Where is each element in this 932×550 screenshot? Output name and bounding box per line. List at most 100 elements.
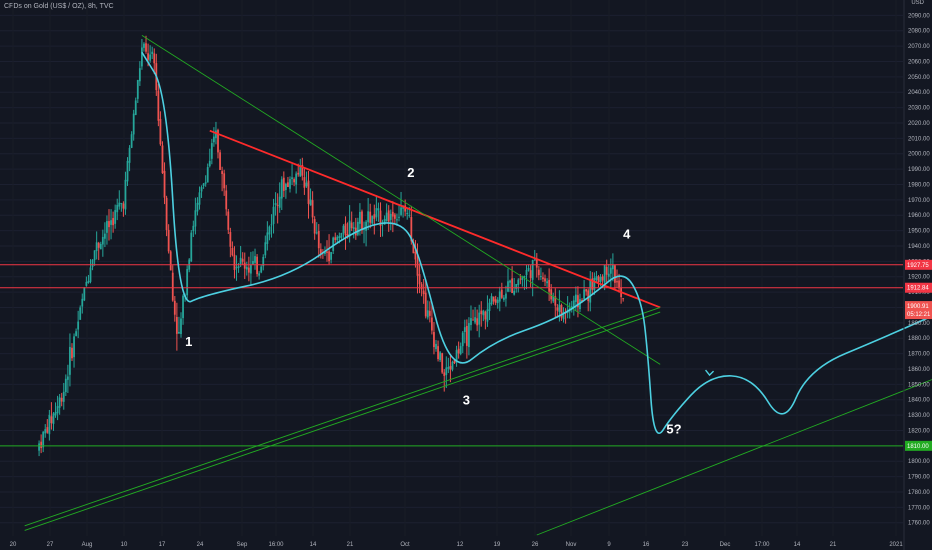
y-tick-label: 1950.00 <box>908 229 930 235</box>
candle-body <box>416 259 419 276</box>
candle-body <box>163 170 166 198</box>
candle-body <box>58 397 61 408</box>
candle-body <box>445 367 448 376</box>
candle-body <box>180 318 182 334</box>
candle-body <box>618 280 620 289</box>
candle-body <box>149 54 152 61</box>
candle-body <box>130 134 133 148</box>
candle-body <box>556 307 559 311</box>
candle-body <box>219 152 221 170</box>
candle-body <box>99 243 102 250</box>
candle-body <box>383 219 386 225</box>
x-tick-label: Dec <box>720 542 731 548</box>
candle-body <box>280 179 283 199</box>
candle-body <box>295 173 298 185</box>
candle-body <box>182 295 184 319</box>
candle-body <box>60 397 63 402</box>
candle-body <box>147 53 149 60</box>
candle-body <box>85 281 88 286</box>
candle-body <box>344 223 347 236</box>
price-tag: 1810.00 <box>907 444 929 450</box>
wave-label: 3 <box>463 392 470 407</box>
candle-body <box>287 182 289 188</box>
candle-body <box>338 236 341 238</box>
candle-body <box>87 280 90 283</box>
candle-body <box>521 276 524 281</box>
candle-body <box>194 210 197 227</box>
candle-body <box>459 346 462 355</box>
candle-body <box>75 331 77 336</box>
candle-body <box>114 210 117 224</box>
y-tick-label: 2040.00 <box>908 90 930 96</box>
y-tick-label: 1860.00 <box>908 367 930 373</box>
y-tick-label: 1980.00 <box>908 182 930 188</box>
candle-body <box>603 264 606 283</box>
candle-body <box>492 296 495 302</box>
candle-body <box>424 292 427 317</box>
candle-body <box>367 211 370 223</box>
candle-body <box>611 264 614 270</box>
candle-body <box>175 317 178 334</box>
candle-body <box>231 247 234 256</box>
candle-body <box>348 220 351 237</box>
candle-body <box>276 204 279 206</box>
x-tick-label: Oct <box>400 542 410 548</box>
candle-body <box>241 258 244 262</box>
candle-body <box>161 145 164 174</box>
y-tick-label: 1990.00 <box>908 167 930 173</box>
candle-body <box>62 391 65 402</box>
y-tick-label: 2080.00 <box>908 29 930 35</box>
candle-body <box>597 276 600 283</box>
projection <box>141 51 932 435</box>
candle-body <box>472 319 474 321</box>
candle-body <box>544 278 546 282</box>
candle-body <box>607 273 610 277</box>
candle-body <box>132 113 135 135</box>
candle-body <box>299 165 302 177</box>
candle-body <box>171 272 174 301</box>
candle-body <box>128 147 131 163</box>
candle-body <box>461 332 464 347</box>
x-tick-label: Nov <box>566 542 577 548</box>
candle-body <box>50 416 53 424</box>
candle-body <box>212 136 215 143</box>
candle-body <box>511 278 514 294</box>
candle-body <box>465 325 468 346</box>
candle-body <box>486 309 489 322</box>
candle-body <box>585 289 588 292</box>
candle-body <box>44 429 47 434</box>
candle-body <box>377 208 380 211</box>
trendline <box>24 311 661 531</box>
candle-body <box>48 414 51 435</box>
candle-body <box>106 221 108 233</box>
candle-body <box>443 372 446 376</box>
x-tick-label: 24 <box>197 542 204 548</box>
candle-body <box>441 353 444 373</box>
candle-body <box>89 267 92 282</box>
candle-body <box>389 213 392 220</box>
trendline <box>536 379 932 536</box>
trendline <box>24 307 661 527</box>
last-price-label: 1900.91 <box>907 304 929 310</box>
candle-body <box>525 270 528 276</box>
candle-body <box>387 210 390 222</box>
candle-body <box>457 348 460 354</box>
candle-body <box>560 305 563 318</box>
candle-body <box>116 204 119 213</box>
candle-body <box>396 219 398 221</box>
candle-body <box>334 237 337 241</box>
candle-body <box>616 281 618 283</box>
candle-body <box>77 321 80 330</box>
candle-body <box>38 443 40 451</box>
y-tick-label: 1850.00 <box>908 382 930 388</box>
candle-body <box>482 310 485 316</box>
trendline <box>141 34 661 365</box>
candle-body <box>494 299 497 303</box>
candle-body <box>112 218 115 226</box>
candle-body <box>593 277 596 291</box>
x-tick-label: 12 <box>457 542 464 548</box>
candle-body <box>507 281 509 292</box>
candle-body <box>229 232 232 247</box>
candle-body <box>361 211 363 231</box>
